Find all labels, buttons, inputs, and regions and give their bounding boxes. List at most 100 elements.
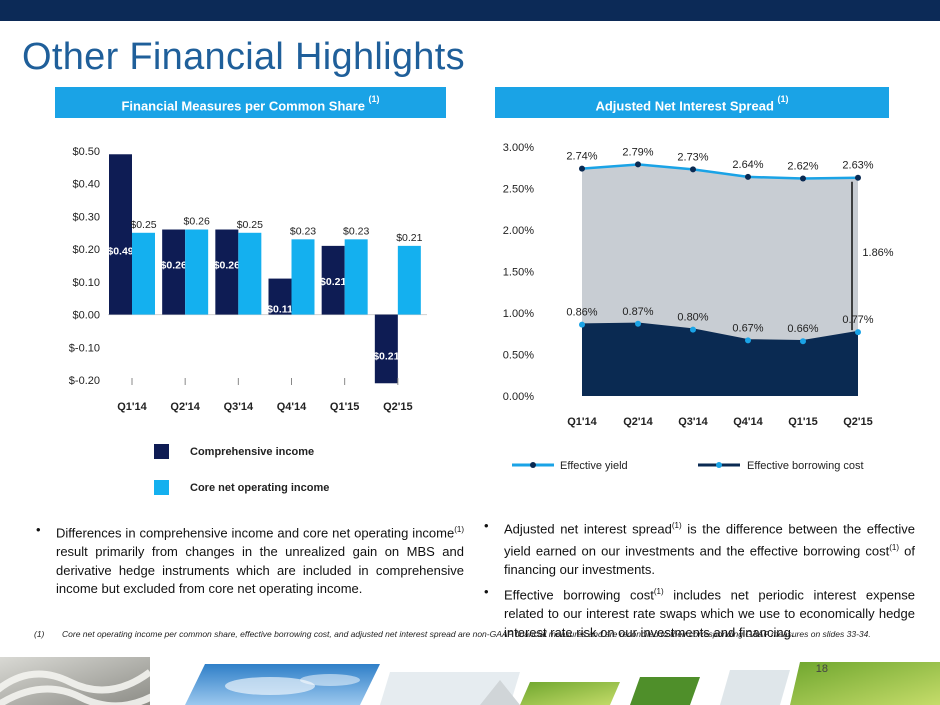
y-tick-label: 2.00% — [503, 225, 534, 237]
borrowing-value-label: 0.67% — [732, 322, 763, 334]
legend-swatch — [154, 480, 169, 495]
y-tick-label: 0.50% — [503, 350, 534, 362]
bullet-text: of financing our investments. — [504, 543, 915, 577]
top-bar — [0, 0, 940, 21]
footnote-ref: (1) — [653, 587, 664, 597]
footnote-marker: (1) — [34, 629, 45, 639]
x-tick-label: Q3'14 — [224, 401, 254, 413]
legend-label: Core net operating income — [190, 482, 329, 494]
bar-core-3 — [291, 239, 315, 315]
bullet-text: Adjusted net interest spread — [504, 521, 672, 537]
bar-comprehensive-5 — [374, 314, 398, 384]
y-tick-label: $0.50 — [72, 146, 100, 158]
borrowing-point — [800, 338, 806, 345]
bullet-text: result primarily from changes in the unr… — [56, 543, 464, 597]
bar-core-0 — [132, 232, 155, 315]
y-tick-label: $-0.10 — [69, 342, 100, 354]
x-tick-label: Q1'15 — [788, 416, 818, 428]
x-tick-label: Q1'14 — [567, 416, 597, 428]
bar-comprehensive-2 — [215, 229, 239, 315]
legend-label: Comprehensive income — [190, 446, 314, 458]
bar-value-label: $0.21 — [320, 276, 346, 288]
yield-point — [690, 166, 696, 173]
net-interest-spread-chart: 3.00% 2.50% 2.00% 1.50% 1.00% 0.50% 0.00% 2.74%… — [503, 142, 898, 472]
y-tick-label: $0.30 — [72, 211, 100, 223]
borrowing-point — [579, 321, 585, 328]
yield-point — [800, 175, 806, 182]
left-bullet-0: • Differences in comprehensive income and… — [36, 521, 464, 599]
bar-value-label: $0.23 — [343, 225, 369, 237]
x-tick-label: Q1'14 — [117, 401, 147, 413]
bullet-dot: • — [484, 584, 489, 600]
yield-point — [855, 174, 861, 181]
x-tick-label: Q4'14 — [733, 416, 763, 428]
bar-core-2 — [238, 232, 262, 315]
right-section-title: Adjusted Net Interest Spread — [595, 98, 774, 114]
yield-value-label: 2.73% — [677, 151, 708, 163]
legend-label: Effective yield — [560, 460, 628, 472]
legend-marker — [530, 462, 536, 468]
bar-comprehensive-0 — [109, 154, 132, 315]
bullet-dot: • — [36, 522, 41, 537]
x-tick-label: Q2'14 — [170, 401, 200, 413]
bar-core-5 — [397, 245, 421, 315]
left-section-title: Financial Measures per Common Share — [121, 98, 365, 114]
footnote: (1) Core net operating income per common… — [34, 628, 882, 640]
yield-value-label: 2.63% — [842, 160, 873, 172]
yield-point — [745, 173, 751, 180]
x-tick-label: Q2'14 — [623, 416, 653, 428]
y-tick-label: 2.50% — [503, 184, 534, 196]
bar-value-label: $0.49 — [107, 245, 133, 257]
x-tick-label: Q2'15 — [843, 416, 873, 428]
y-tick-label: $0.10 — [72, 277, 100, 289]
footnote-ref: (1) — [671, 521, 682, 530]
borrowing-value-label: 0.87% — [622, 306, 653, 318]
bullet-text: Differences in comprehensive income and … — [56, 525, 455, 541]
left-bullet-list: • Differences in comprehensive income and… — [36, 521, 464, 603]
left-section-note: (1) — [368, 94, 380, 104]
bullet-text: is the difference between the effective … — [504, 521, 915, 559]
bar-value-label: $0.26 — [214, 260, 240, 272]
borrowing-value-label: 0.66% — [787, 323, 818, 335]
bar-core-1 — [185, 229, 209, 315]
yield-value-label: 2.74% — [566, 151, 597, 163]
borrowing-point — [855, 329, 861, 336]
spread-annotation: 1.86% — [862, 247, 893, 259]
x-tick-label: Q2'15 — [383, 401, 413, 413]
spread-label-box — [858, 243, 898, 260]
left-section-header: Financial Measures per Common Share (1) — [55, 87, 446, 118]
borrowing-value-label: 0.77% — [842, 314, 873, 326]
y-tick-label: 1.00% — [503, 308, 534, 320]
y-tick-label: 1.50% — [503, 267, 534, 279]
page-number: 18 — [815, 663, 828, 675]
bar-value-label: $0.25 — [130, 219, 156, 231]
bar-comprehensive-3 — [268, 278, 292, 315]
per-share-bar-chart: $0.50 $0.40 $0.30 $0.20 $0.10 $0.00 $-0.10 $-0.… — [69, 146, 427, 495]
yield-value-label: 2.79% — [622, 146, 653, 158]
yield-point — [579, 165, 585, 172]
y-tick-label: $0.00 — [72, 310, 100, 322]
bar-value-label: $0.21 — [373, 350, 399, 362]
bar-value-label: $0.11 — [267, 304, 293, 316]
y-tick-label: $-0.20 — [69, 375, 100, 387]
bar-comprehensive-1 — [162, 229, 186, 315]
bar-value-label: $0.23 — [290, 225, 316, 237]
yield-point — [635, 161, 641, 168]
page-title: Other Financial Highlights — [22, 36, 465, 78]
footnote-ref: (1) — [454, 525, 464, 534]
x-tick-label: Q1'15 — [330, 401, 360, 413]
bar-value-label: $0.21 — [396, 232, 422, 244]
effective-yield-line — [581, 163, 859, 180]
borrowing-point — [745, 337, 751, 344]
bullet-dot: • — [484, 518, 489, 533]
legend-swatch — [154, 444, 169, 459]
y-tick-label: 3.00% — [503, 142, 534, 154]
legend-label: Effective borrowing cost — [747, 460, 864, 472]
borrowing-value-label: 0.86% — [566, 307, 597, 319]
right-section-header: Adjusted Net Interest Spread (1) — [495, 87, 889, 118]
y-tick-label: 0.00% — [503, 391, 534, 403]
bar-comprehensive-4 — [321, 245, 345, 315]
yield-value-label: 2.64% — [732, 159, 763, 171]
borrowing-point — [635, 320, 641, 327]
right-bullet-0: • Adjusted net interest spread(1) is the … — [484, 517, 915, 579]
